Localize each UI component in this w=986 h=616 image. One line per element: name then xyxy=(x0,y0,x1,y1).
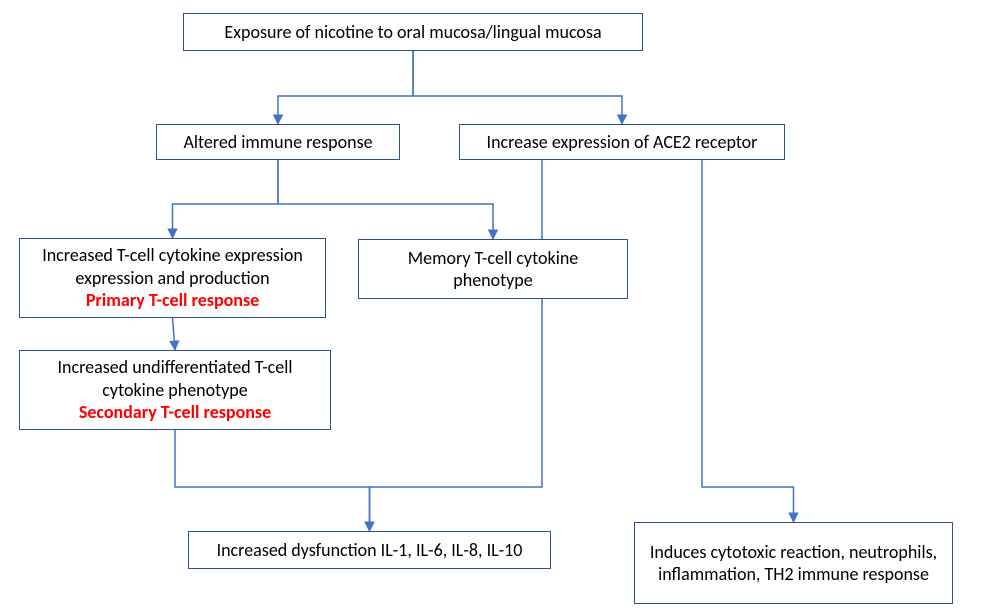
node-text: Exposure of nicotine to oral mucosa/ling… xyxy=(224,21,601,44)
node-immune: Altered immune response xyxy=(156,124,400,160)
node-text: expression and production xyxy=(75,267,269,290)
node-secondary: Increased undifferentiated T-cellcytokin… xyxy=(19,350,331,430)
node-text: cytokine phenotype xyxy=(102,379,247,402)
node-memory: Memory T-cell cytokinephenotype xyxy=(358,239,628,299)
node-dysfunction: Increased dysfunction IL-1, IL-6, IL-8, … xyxy=(188,531,551,569)
node-text: Increased T-cell cytokine expression xyxy=(42,244,303,267)
node-text: Secondary T-cell response xyxy=(79,401,271,424)
edge-immune-to-memory xyxy=(278,160,493,239)
edge-primary-to-secondary xyxy=(173,318,176,350)
node-ace2: Increase expression of ACE2 receptor xyxy=(459,124,785,160)
edge-ace2-to-dysfunction xyxy=(370,160,543,531)
node-root: Exposure of nicotine to oral mucosa/ling… xyxy=(183,13,643,51)
node-text: Increase expression of ACE2 receptor xyxy=(487,131,758,154)
node-text: Induces cytotoxic reaction, neutrophils, xyxy=(650,541,937,564)
node-text: Memory T-cell cytokine xyxy=(408,247,579,270)
edge-secondary-to-dysfunction xyxy=(175,430,370,531)
node-text: phenotype xyxy=(453,269,532,292)
edge-immune-to-primary xyxy=(173,160,279,238)
node-primary: Increased T-cell cytokine expressionexpr… xyxy=(19,238,326,318)
node-text: inflammation, TH2 immune response xyxy=(658,563,929,586)
node-text: Increased dysfunction IL-1, IL-6, IL-8, … xyxy=(217,539,523,562)
node-text: Increased undifferentiated T-cell xyxy=(57,356,292,379)
edge-ace2-to-cytotoxic xyxy=(702,160,794,522)
node-cytotoxic: Induces cytotoxic reaction, neutrophils,… xyxy=(634,522,953,604)
edge-root-to-ace2 xyxy=(413,51,622,124)
edge-root-to-immune xyxy=(278,51,413,124)
node-text: Primary T-cell response xyxy=(86,289,259,312)
node-text: Altered immune response xyxy=(183,131,372,154)
